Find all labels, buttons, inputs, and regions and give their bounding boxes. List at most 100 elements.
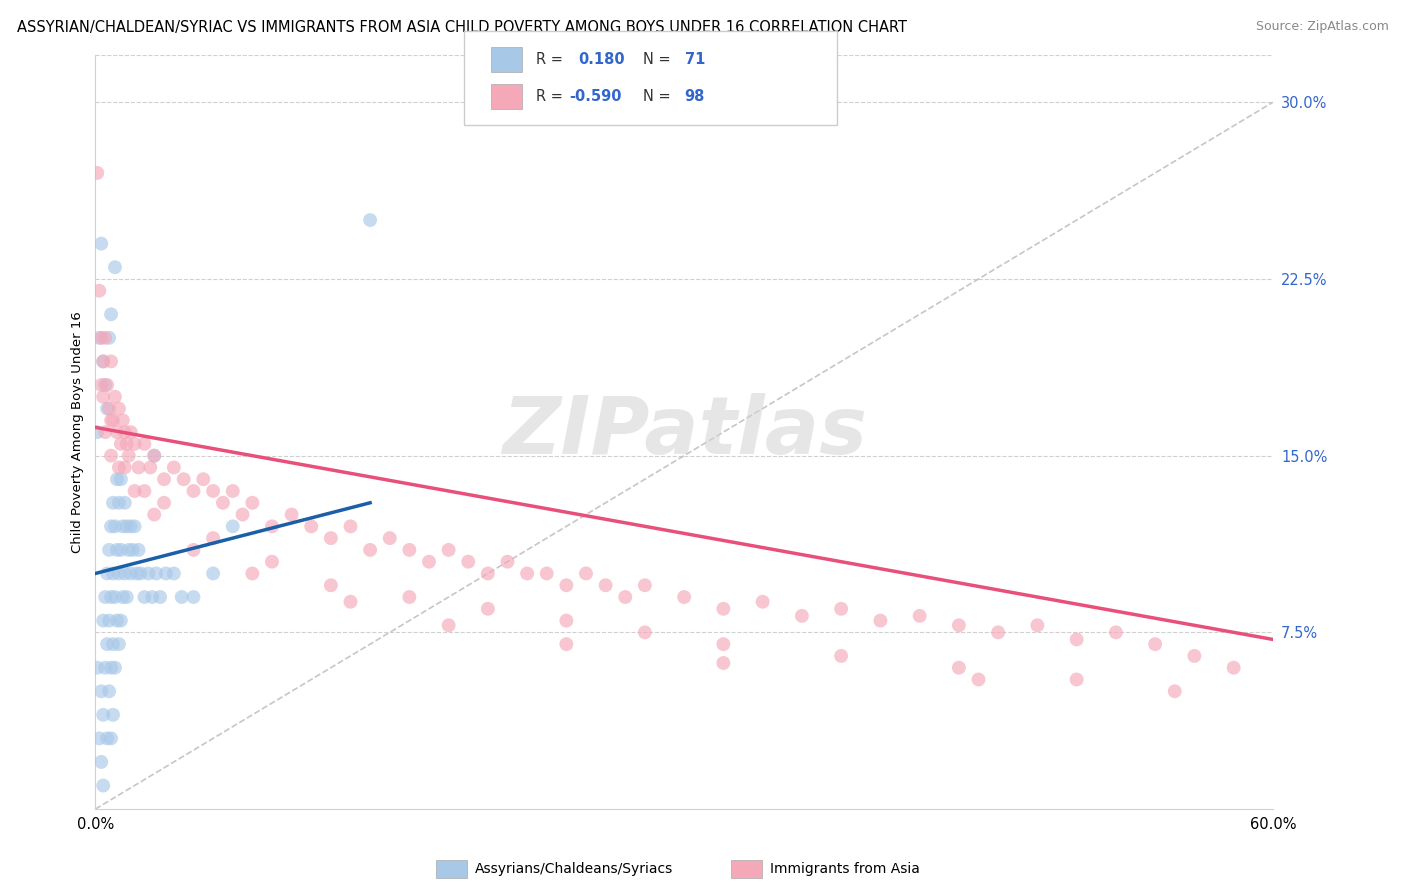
Point [1026,618,1049,632]
Y-axis label: Child Poverty Among Boys Under 16: Child Poverty Among Boys Under 16 [72,311,84,553]
Point [91,354,114,368]
Point [1105,625,1128,640]
Point [163,566,186,581]
Point [128,460,150,475]
Point [90,378,112,392]
Point [108,496,131,510]
Point [98,331,121,345]
Point [114,566,136,581]
Point [555,614,578,628]
Point [193,472,215,486]
Point [1144,637,1167,651]
Text: -0.590: -0.590 [569,89,621,104]
Point [418,555,440,569]
Point [89,284,111,298]
Point [129,566,152,581]
Point [94,590,117,604]
Point [751,595,773,609]
Point [115,519,138,533]
Point [101,413,124,427]
Point [232,508,254,522]
Point [170,590,193,604]
Point [98,401,121,416]
Point [100,354,122,368]
Point [111,519,134,533]
Point [134,483,156,498]
Point [120,566,142,581]
Point [86,425,108,439]
Text: 0.180: 0.180 [578,52,624,67]
Point [94,661,117,675]
Point [359,542,381,557]
Point [94,425,117,439]
Point [595,578,617,592]
Point [114,425,136,439]
Point [138,566,160,581]
Point [339,595,361,609]
Point [398,590,420,604]
Point [105,472,128,486]
Point [134,437,156,451]
Point [124,519,146,533]
Point [96,731,118,746]
Text: 71: 71 [685,52,704,67]
Point [100,519,122,533]
Point [90,684,112,698]
Point [1222,661,1244,675]
Point [319,578,342,592]
Text: N =: N = [643,89,675,104]
Point [948,618,970,632]
Point [114,460,136,475]
Point [496,555,519,569]
Point [118,542,141,557]
Point [101,566,124,581]
Point [100,307,122,321]
Point [673,590,696,604]
Point [155,566,177,581]
Point [121,542,143,557]
Point [100,413,122,427]
Point [319,531,342,545]
Point [98,614,121,628]
Point [173,472,195,486]
Point [118,449,141,463]
Point [104,260,127,275]
Point [202,483,225,498]
Point [110,437,132,451]
Point [90,755,112,769]
Point [98,684,121,698]
Point [1164,684,1187,698]
Point [125,566,148,581]
Point [108,566,131,581]
Point [86,166,108,180]
Point [790,608,813,623]
Point [94,331,117,345]
Point [149,590,172,604]
Point [120,519,142,533]
Point [101,637,124,651]
Point [830,648,852,663]
Point [110,472,132,486]
Text: ASSYRIAN/CHALDEAN/SYRIAC VS IMMIGRANTS FROM ASIA CHILD POVERTY AMONG BOYS UNDER : ASSYRIAN/CHALDEAN/SYRIAC VS IMMIGRANTS F… [17,20,907,35]
Point [163,460,186,475]
Point [153,472,176,486]
Point [339,519,361,533]
Text: R =: R = [536,89,567,104]
Point [96,566,118,581]
Point [240,566,263,581]
Point [153,496,176,510]
Point [260,555,283,569]
Point [711,656,734,670]
Text: Immigrants from Asia: Immigrants from Asia [770,862,921,876]
Point [143,449,166,463]
Point [614,590,637,604]
Point [299,519,322,533]
Point [260,519,283,533]
Point [830,602,852,616]
Point [378,531,401,545]
Point [128,542,150,557]
Point [222,483,245,498]
Point [105,614,128,628]
Point [143,449,166,463]
Text: 98: 98 [685,89,704,104]
